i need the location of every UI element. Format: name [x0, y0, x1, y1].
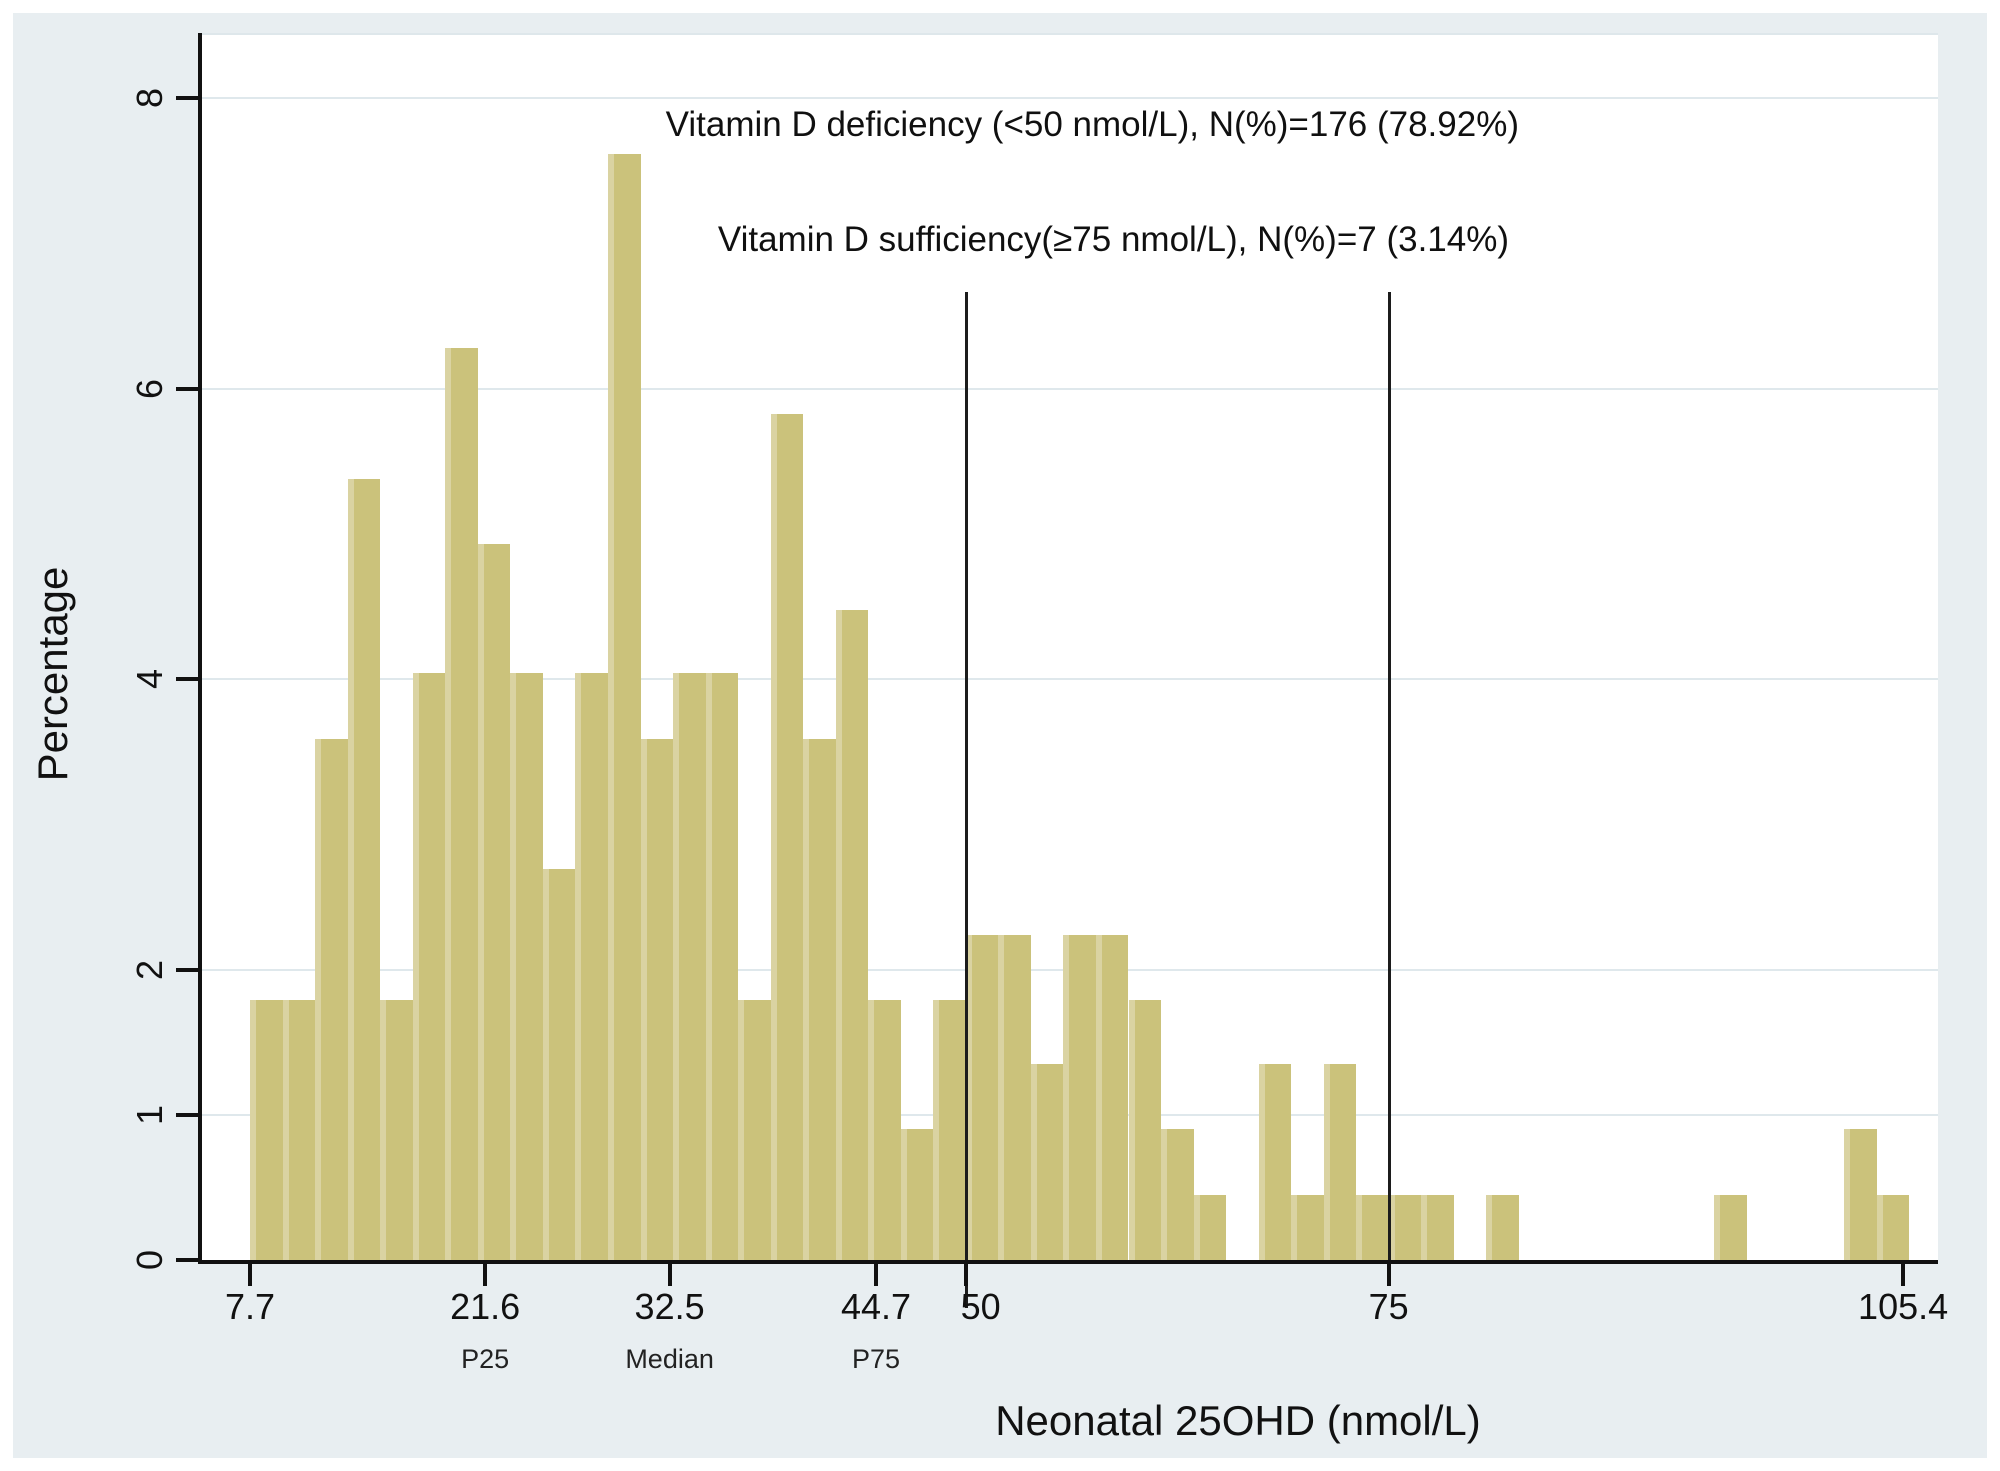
y-tick-label: 6: [129, 378, 170, 399]
y-tick: [176, 96, 198, 101]
histogram-bar: [1388, 1194, 1422, 1260]
x-tick-label: 105.4: [1858, 1286, 1949, 1327]
histogram-bar: [1063, 934, 1096, 1260]
y-tick-label: 2: [129, 959, 170, 980]
gridline: [202, 97, 1938, 100]
x-tick: [483, 1264, 488, 1286]
x-axis-line: [198, 1260, 1938, 1264]
histogram-bar: [1095, 934, 1129, 1260]
annotation-sufficiency: Vitamin D sufficiency(≥75 nmol/L), N(%)=…: [717, 220, 1509, 259]
histogram-bar: [868, 1000, 901, 1260]
x-tick-label: 75: [1368, 1286, 1409, 1327]
x-tick-sublabel: P75: [851, 1344, 901, 1374]
histogram-bar: [1258, 1064, 1292, 1260]
gridline: [202, 387, 1938, 390]
y-tick: [176, 386, 198, 391]
y-tick-label: 8: [129, 88, 170, 109]
y-tick: [176, 677, 198, 682]
histogram-bar: [1128, 1000, 1161, 1260]
histogram-bar: [477, 544, 511, 1260]
histogram-bar: [705, 673, 738, 1260]
histogram-bar: [315, 738, 348, 1260]
y-tick: [176, 967, 198, 972]
x-tick-label: 44.7: [840, 1286, 912, 1327]
histogram-bar: [900, 1129, 934, 1260]
histogram-bar: [1714, 1194, 1747, 1260]
reference-line-75: [1387, 292, 1391, 1260]
x-tick-label: 32.5: [634, 1286, 705, 1327]
histogram-bar: [542, 869, 576, 1260]
y-tick-label: 1: [129, 1104, 170, 1125]
histogram-bar: [738, 1000, 771, 1260]
x-tick-label: 50: [960, 1286, 1001, 1327]
histogram-bar: [803, 738, 836, 1260]
histogram-bar: [933, 1000, 966, 1260]
gridline: [202, 678, 1938, 681]
y-tick-label: 4: [129, 669, 170, 690]
histogram-bar: [1356, 1194, 1389, 1260]
histogram-bar: [510, 673, 543, 1260]
histogram-bar: [347, 478, 381, 1260]
y-axis-line: [198, 33, 202, 1264]
histogram-bar: [965, 934, 999, 1260]
x-tick: [874, 1264, 878, 1286]
histogram-bar: [998, 934, 1031, 1260]
histogram-bar: [607, 153, 641, 1260]
y-tick: [176, 1258, 198, 1262]
histogram-bar: [412, 673, 446, 1260]
histogram-bar: [282, 1000, 316, 1260]
annotation-deficiency: Vitamin D deficiency (<50 nmol/L), N(%)=…: [665, 105, 1519, 144]
histogram-bar: [1323, 1064, 1357, 1260]
x-tick-label: 21.6: [450, 1286, 521, 1327]
x-tick: [667, 1264, 672, 1286]
y-axis-title: Percentage: [29, 566, 76, 782]
histogram-bar: [1193, 1194, 1227, 1260]
histogram-bar: [770, 413, 804, 1260]
histogram-bar: [1030, 1064, 1064, 1260]
reference-line-50: [964, 292, 968, 1308]
histogram-bar: [640, 738, 673, 1260]
histogram-bar: [1421, 1194, 1454, 1260]
x-tick-label: 7.7: [224, 1286, 276, 1327]
x-tick: [1386, 1264, 1391, 1286]
histogram-bar: [673, 673, 706, 1260]
histogram-bar: [1844, 1129, 1877, 1260]
x-axis-title: Neonatal 25OHD (nmol/L): [995, 1397, 1481, 1444]
histogram-bar: [835, 609, 869, 1260]
histogram-bar: [380, 1000, 413, 1260]
histogram-bar: [250, 1000, 283, 1260]
histogram-bar: [445, 348, 478, 1260]
histogram-bar: [575, 673, 608, 1260]
x-tick: [963, 1264, 968, 1286]
x-tick-sublabel: P25: [461, 1344, 510, 1374]
x-tick-sublabel: Median: [625, 1344, 714, 1374]
histogram-bar: [1876, 1194, 1910, 1260]
histogram-bar: [1161, 1129, 1194, 1260]
x-tick: [1901, 1264, 1906, 1286]
histogram-bar: [1291, 1194, 1324, 1260]
histogram-bar: [1486, 1194, 1519, 1260]
y-tick: [176, 1112, 198, 1117]
figure-panel: 0 1 2 4 6 8 7.7 21.6 P25 32.5 Median 44.7 P75 50 75 105…: [13, 13, 1987, 1458]
y-tick-label: 0: [129, 1249, 170, 1271]
x-tick: [248, 1264, 252, 1286]
